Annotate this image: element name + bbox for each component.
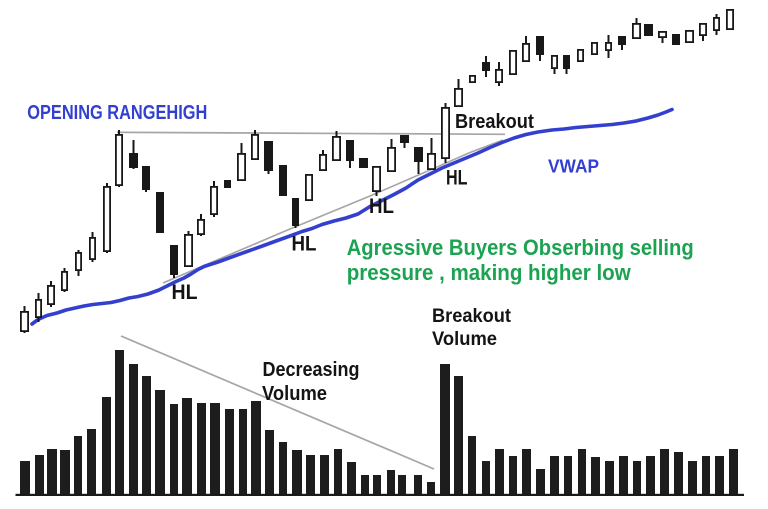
svg-text:HL: HL xyxy=(172,280,198,304)
svg-text:VWAP: VWAP xyxy=(548,156,599,177)
svg-text:OPENING RANGEHIGH: OPENING RANGEHIGH xyxy=(27,102,207,124)
svg-text:Volume: Volume xyxy=(262,382,327,405)
svg-text:HL: HL xyxy=(369,194,394,218)
svg-text:Breakout: Breakout xyxy=(455,111,534,133)
svg-text:pressure , making higher low: pressure , making higher low xyxy=(347,260,632,285)
svg-text:Breakout: Breakout xyxy=(432,305,511,327)
svg-text:HL: HL xyxy=(446,166,468,190)
svg-text:Agressive Buyers Obserbing sel: Agressive Buyers Obserbing selling xyxy=(347,235,694,260)
svg-text:Decreasing: Decreasing xyxy=(263,358,360,381)
svg-text:HL: HL xyxy=(292,231,317,255)
svg-text:Volume: Volume xyxy=(432,328,497,350)
